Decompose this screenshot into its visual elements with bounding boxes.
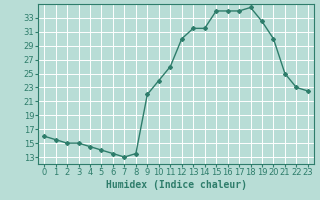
X-axis label: Humidex (Indice chaleur): Humidex (Indice chaleur) — [106, 180, 246, 190]
